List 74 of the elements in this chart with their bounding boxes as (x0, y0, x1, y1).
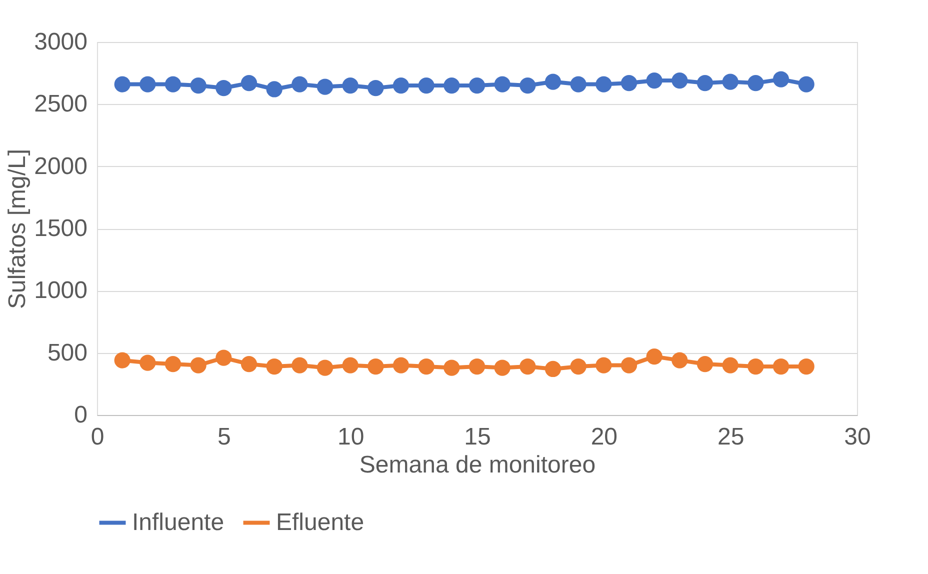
x-tick-label: 0 (90, 424, 104, 450)
point (772, 358, 790, 375)
point (216, 350, 232, 366)
point (240, 74, 258, 92)
point (748, 358, 764, 375)
y-axis-title: Sulfatos [mg/L] (4, 148, 32, 310)
point (266, 81, 282, 98)
point (620, 74, 638, 92)
legend-label: Influente (132, 508, 224, 536)
point (292, 357, 308, 374)
point (140, 76, 156, 92)
x-tick-label: 20 (590, 424, 618, 450)
point (520, 77, 536, 94)
point (164, 76, 182, 92)
point (798, 76, 814, 92)
point (140, 354, 156, 371)
point (544, 74, 562, 90)
point (748, 74, 764, 92)
point (444, 360, 460, 376)
point (772, 71, 790, 88)
point (342, 77, 358, 94)
point (164, 356, 182, 372)
point (696, 74, 714, 92)
x-tick-label: 10 (337, 424, 364, 450)
y-tick-label: 1500 (34, 215, 88, 242)
x-tick-label: 15 (464, 424, 491, 450)
point (696, 356, 714, 372)
y-tick-label: 500 (47, 339, 88, 366)
legend-label: Efluente (276, 508, 364, 536)
point (190, 357, 206, 374)
point (114, 352, 130, 368)
point (468, 77, 486, 94)
point (672, 72, 688, 89)
point (672, 352, 688, 368)
point (646, 72, 662, 89)
point (266, 358, 282, 375)
point (292, 76, 308, 92)
point (316, 360, 334, 376)
y-tick-label: 2000 (34, 152, 88, 180)
point (570, 358, 586, 375)
point (240, 356, 258, 372)
point (722, 74, 738, 90)
x-axis-title: Semana de monitoreo (359, 452, 596, 478)
point (620, 357, 638, 374)
y-tick-label: 3000 (34, 28, 88, 56)
point (368, 358, 384, 375)
point (316, 78, 334, 95)
point (520, 358, 536, 375)
point (494, 360, 510, 376)
point (798, 358, 814, 375)
point (596, 357, 612, 374)
point (596, 76, 612, 92)
point (418, 358, 434, 375)
point (392, 77, 410, 94)
point (544, 360, 562, 378)
point (468, 358, 486, 375)
y-tick-label: 0 (74, 402, 88, 428)
point (368, 80, 384, 96)
point (570, 76, 586, 92)
x-tick-label: 30 (844, 424, 871, 450)
point (444, 77, 460, 94)
point (216, 80, 232, 96)
x-tick-label: 5 (217, 424, 231, 450)
point (418, 77, 434, 94)
point (114, 76, 130, 92)
x-tick-label: 25 (717, 424, 744, 450)
point (494, 76, 510, 92)
point (646, 348, 662, 365)
point (722, 357, 738, 374)
point (342, 357, 358, 374)
y-tick-label: 2500 (34, 90, 88, 118)
y-tick-label: 1000 (34, 277, 88, 304)
point (392, 357, 410, 374)
point (190, 77, 206, 94)
